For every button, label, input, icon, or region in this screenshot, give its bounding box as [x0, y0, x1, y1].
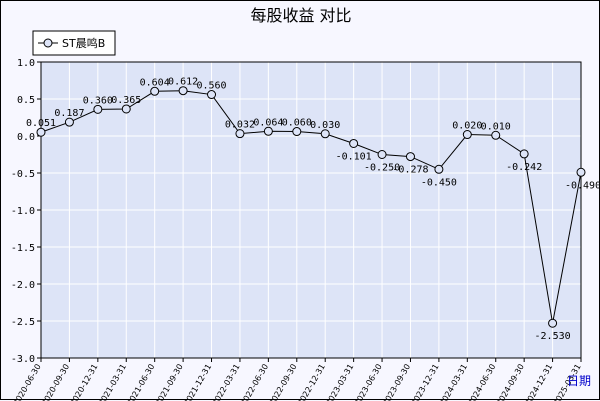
data-point[interactable]: [37, 128, 45, 136]
x-tick-label: 2020-06-30: [12, 363, 43, 401]
data-point[interactable]: [378, 151, 386, 159]
x-tick-label: 2022-06-30: [239, 363, 270, 401]
legend-series-name: ST晨鸣B: [62, 36, 105, 50]
chart-title: 每股收益 对比: [250, 6, 351, 25]
data-point[interactable]: [577, 168, 585, 176]
x-tick-label: 2022-12-31: [296, 363, 327, 401]
legend-marker-icon: [44, 39, 52, 47]
data-point[interactable]: [435, 165, 443, 173]
x-tick-label: 2020-12-31: [69, 363, 100, 401]
data-point[interactable]: [264, 127, 272, 135]
legend[interactable]: ST晨鸣B: [33, 31, 115, 55]
x-tick-label: 2024-06-30: [466, 362, 497, 401]
data-point[interactable]: [151, 87, 159, 95]
data-point[interactable]: [406, 153, 414, 161]
y-tick-label: 1.0: [17, 58, 35, 69]
data-label: 0.060: [282, 118, 312, 129]
data-point[interactable]: [350, 139, 358, 147]
data-label: 0.064: [253, 117, 283, 128]
data-label: 0.360: [83, 95, 113, 106]
data-label: 0.030: [310, 120, 340, 131]
data-point[interactable]: [520, 150, 528, 158]
x-axis-ticks: 2020-06-302020-09-302020-12-312021-03-31…: [12, 358, 583, 401]
data-point[interactable]: [492, 131, 500, 139]
x-axis-title: 日期: [567, 374, 591, 388]
data-label: 0.010: [481, 121, 511, 132]
data-point[interactable]: [65, 118, 73, 126]
data-label: 0.020: [452, 121, 482, 132]
data-point[interactable]: [236, 130, 244, 138]
y-tick-label: 0.0: [17, 132, 35, 143]
data-label: 0.604: [140, 77, 170, 88]
data-point[interactable]: [463, 131, 471, 139]
data-label: -0.101: [336, 151, 372, 162]
data-label: -0.450: [421, 177, 457, 188]
data-point[interactable]: [321, 130, 329, 138]
x-tick-label: 2023-12-31: [410, 363, 441, 401]
data-point[interactable]: [208, 91, 216, 99]
x-tick-label: 2022-09-30: [267, 363, 298, 401]
data-label: 0.612: [168, 77, 198, 88]
data-label: -2.530: [535, 331, 571, 342]
x-tick-label: 2023-03-31: [324, 363, 355, 401]
x-tick-label: 2024-03-31: [438, 363, 469, 401]
y-tick-label: 0.5: [17, 95, 35, 106]
data-label: 0.560: [196, 81, 226, 92]
data-point[interactable]: [179, 87, 187, 95]
x-tick-label: 2024-12-31: [523, 363, 554, 401]
x-tick-label: 2021-03-31: [97, 363, 128, 401]
x-tick-label: 2021-06-30: [125, 363, 156, 401]
data-label: 0.365: [111, 95, 141, 106]
data-label: -0.278: [392, 165, 428, 176]
data-label: 0.051: [26, 118, 56, 129]
y-tick-label: -2.5: [11, 317, 35, 328]
data-point[interactable]: [122, 105, 130, 113]
y-tick-label: -1.0: [11, 206, 35, 217]
x-tick-label: 2023-06-30: [353, 363, 384, 401]
x-tick-label: 2023-09-30: [381, 363, 412, 401]
data-point[interactable]: [549, 319, 557, 327]
y-tick-label: -3.0: [11, 354, 35, 365]
data-label: 0.187: [54, 108, 84, 119]
x-tick-label: 2022-03-31: [211, 363, 242, 401]
data-label: 0.032: [225, 120, 255, 131]
data-label: -0.242: [506, 162, 542, 173]
x-tick-label: 2021-12-31: [182, 363, 213, 401]
x-tick-label: 2020-09-30: [40, 363, 71, 401]
x-tick-label: 2024-09-30: [495, 363, 526, 401]
x-tick-label: 2021-09-30: [154, 363, 185, 401]
y-tick-label: -2.0: [11, 280, 35, 291]
data-label: -0.490: [565, 180, 600, 191]
y-tick-label: -1.5: [11, 243, 35, 254]
y-tick-label: -0.5: [11, 169, 35, 180]
data-point[interactable]: [94, 105, 102, 113]
data-point[interactable]: [293, 128, 301, 136]
y-axis-ticks: 1.0 0.5 0.0 -0.5 -1.0 -1.5 -2.0 -2.5 -3.0: [11, 58, 41, 365]
